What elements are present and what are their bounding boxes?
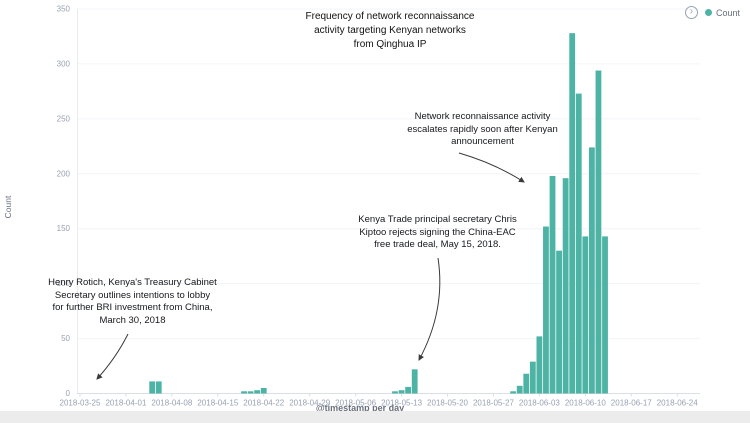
x-tick-label: 2018-06-03	[519, 399, 560, 408]
bar[interactable]	[247, 391, 254, 394]
x-tick-label: 2018-04-15	[197, 399, 238, 408]
bar[interactable]	[549, 175, 556, 394]
x-tick-label: 2018-06-24	[657, 399, 698, 408]
x-tick-label: 2018-05-13	[381, 399, 422, 408]
bar[interactable]	[536, 336, 543, 394]
legend-item-count[interactable]: Count	[704, 7, 740, 18]
bar[interactable]	[260, 388, 267, 394]
legend: › Count	[684, 6, 740, 19]
x-tick-label: 2018-06-10	[565, 399, 606, 408]
x-axis-title: @timestamp per day	[315, 403, 405, 413]
x-tick-label: 2018-04-08	[151, 399, 192, 408]
legend-label: Count	[715, 7, 740, 18]
legend-toggle-button[interactable]: ›	[684, 6, 698, 19]
x-tick-label: 2018-04-01	[105, 399, 146, 408]
bar[interactable]	[398, 390, 405, 394]
bar[interactable]	[155, 381, 162, 394]
bar[interactable]	[588, 147, 595, 394]
y-tick-label: 300	[57, 59, 71, 68]
bar[interactable]	[543, 226, 549, 394]
bar[interactable]	[523, 373, 530, 394]
y-tick-label: 150	[57, 224, 71, 233]
annotation-rotich: Henry Rotich, Kenya's Treasury Cabinet S…	[48, 277, 217, 326]
legend-color-dot	[704, 9, 712, 16]
y-tick-label: 100	[57, 279, 71, 288]
bar[interactable]	[241, 391, 247, 394]
x-tick-label: 2018-05-06	[335, 399, 376, 408]
x-tick-label: 2018-06-17	[611, 399, 652, 408]
x-tick-label: 2018-04-22	[243, 399, 284, 408]
bar[interactable]	[516, 385, 523, 394]
bar[interactable]	[556, 250, 562, 394]
bar[interactable]	[392, 391, 398, 394]
bar[interactable]	[569, 33, 576, 394]
bar[interactable]	[411, 369, 418, 394]
annotation-arrow-escalate	[458, 152, 525, 183]
bar[interactable]	[595, 70, 602, 394]
y-tick-label: 250	[57, 114, 71, 123]
annotation-escalate: Network reconnaissance activity escalate…	[407, 111, 558, 148]
y-tick-label: 350	[57, 5, 71, 14]
page-background-strip	[0, 411, 750, 423]
x-tick-label: 2018-05-27	[473, 399, 514, 408]
bar[interactable]	[405, 386, 412, 394]
x-tick-label: 2018-05-20	[427, 399, 468, 408]
annotation-arrow-kiptoo	[418, 257, 441, 361]
bar[interactable]	[582, 236, 589, 394]
bar[interactable]	[510, 391, 517, 394]
bar[interactable]	[562, 178, 569, 394]
bar[interactable]	[529, 361, 536, 394]
bar[interactable]	[149, 381, 156, 394]
chevron-right-icon: ›	[689, 6, 694, 17]
bar[interactable]	[254, 390, 261, 394]
chart-title: Frequency of network reconnaissance acti…	[305, 11, 475, 50]
bar[interactable]	[575, 93, 582, 394]
y-axis-title: Count	[3, 195, 13, 219]
bar[interactable]	[602, 236, 608, 394]
annotation-kiptoo: Kenya Trade principal secretary Chris Ki…	[358, 214, 517, 251]
x-tick-label: 2018-03-25	[60, 399, 101, 408]
y-tick-label: 50	[61, 334, 70, 343]
x-tick-label: 2018-04-29	[289, 399, 330, 408]
y-tick-label: 0	[66, 389, 71, 398]
annotation-arrow-rotich	[96, 333, 129, 380]
y-tick-label: 200	[57, 169, 71, 178]
